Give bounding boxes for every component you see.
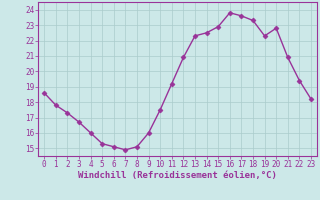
X-axis label: Windchill (Refroidissement éolien,°C): Windchill (Refroidissement éolien,°C) bbox=[78, 171, 277, 180]
